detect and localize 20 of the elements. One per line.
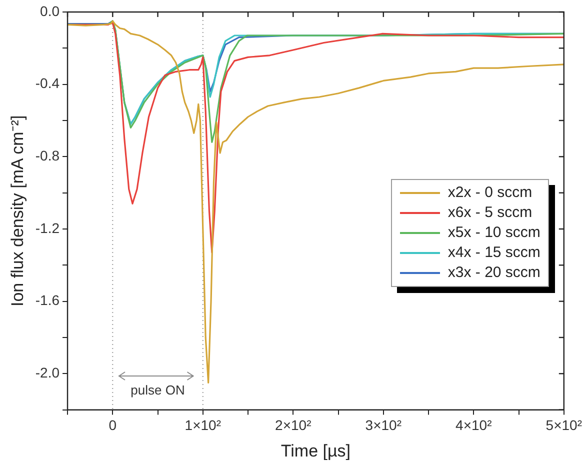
x-tick-label: 1×10²	[184, 417, 222, 434]
x-tick-label: 4×10²	[456, 417, 492, 434]
y-tick-label: -0.4	[35, 75, 60, 92]
annotation: pulse ON	[130, 382, 185, 398]
y-tick-label: -1.2	[35, 220, 60, 236]
x-tick-label: 5×10²	[546, 417, 582, 434]
legend-label: x6x - 5 sccm	[448, 204, 532, 222]
x-tick-label: 2×10²	[275, 417, 312, 434]
y-tick-label: -2.0	[35, 364, 60, 380]
legend-label: x4x - 15 sccm	[448, 244, 540, 262]
legend-label: x3x - 20 sccm	[448, 264, 540, 282]
x-tick-label: 3×10²	[365, 417, 402, 434]
y-tick-label: 0.0	[40, 2, 60, 19]
y-tick-label: -1.6	[35, 292, 60, 308]
y-tick-label: -0.8	[35, 148, 60, 164]
y-axis-title: Ion flux density [mA cm⁻²]	[8, 115, 27, 306]
legend-label: x2x - 0 sccm	[448, 184, 532, 202]
x-axis-title: Time [µs]	[280, 441, 351, 460]
legend-label: x5x - 10 sccm	[448, 224, 540, 242]
x-tick-label: 0	[108, 417, 117, 434]
